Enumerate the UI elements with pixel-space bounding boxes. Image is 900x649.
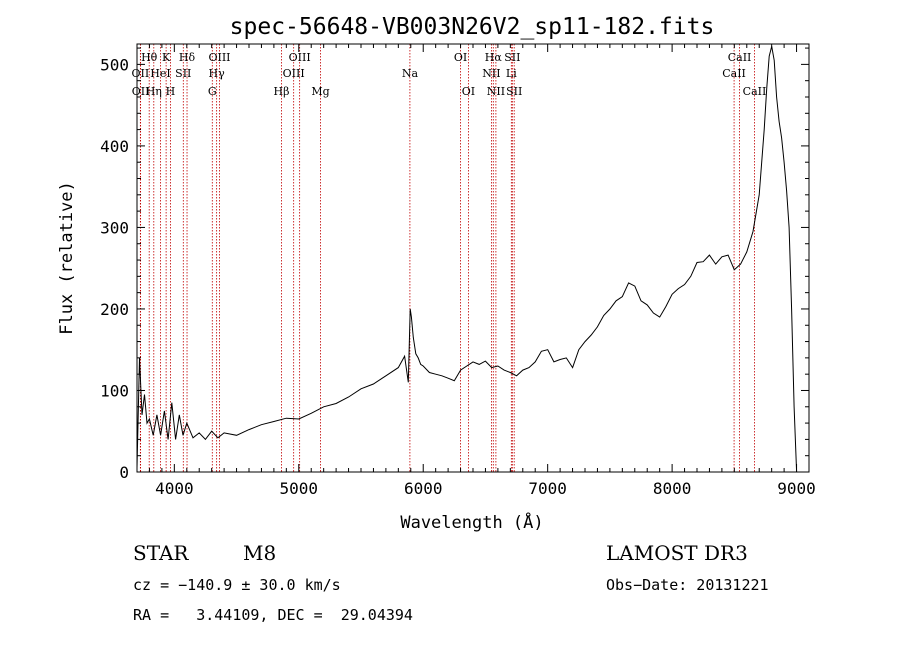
- x-tick-label: 5000: [280, 479, 319, 498]
- line-marker-label: OIII: [283, 67, 305, 80]
- line-marker-label: OI: [454, 51, 467, 64]
- line-marker-label: SII: [504, 51, 520, 64]
- line-marker-label: OII: [132, 67, 150, 80]
- line-marker-label: CaII: [722, 67, 746, 80]
- line-marker-label: Hβ: [274, 85, 290, 98]
- line-marker-label: Li: [506, 67, 517, 80]
- plot-frame: [136, 43, 810, 473]
- x-tick-label: 4000: [155, 479, 194, 498]
- chart-title: spec-56648-VB003N26V2_sp11-182.fits: [230, 14, 715, 40]
- spectrum-series-line: [136, 46, 798, 473]
- line-marker-label: G: [208, 85, 217, 98]
- object-class: STAR: [133, 541, 189, 565]
- line-marker-label: OIII: [289, 51, 311, 64]
- line-marker-label: Hγ: [209, 67, 226, 80]
- redshift-cz: cz = −140.9 ± 30.0 km/s: [133, 576, 341, 594]
- y-tick-label: 500: [100, 55, 129, 74]
- line-marker-label: NII: [482, 67, 500, 80]
- y-axis-ticks: 0 100 200 300 400 500: [100, 47, 809, 482]
- x-tick-label: 7000: [528, 479, 567, 498]
- object-subclass: M8: [243, 541, 276, 565]
- line-marker-label: OII: [132, 85, 150, 98]
- line-marker-label: Hδ: [179, 51, 196, 64]
- y-axis-label: Flux (relative): [57, 181, 77, 335]
- x-tick-label: 8000: [653, 479, 692, 498]
- x-tick-label: 6000: [404, 479, 443, 498]
- line-markers: [139, 44, 755, 472]
- line-marker-label: HeI: [150, 67, 170, 80]
- x-tick-label: 9000: [777, 479, 816, 498]
- line-marker-label: CaII: [743, 85, 767, 98]
- line-marker-label: NII: [487, 85, 505, 98]
- line-marker-label: Hθ: [141, 51, 158, 64]
- y-tick-label: 200: [100, 300, 129, 319]
- line-marker-label: OIII: [208, 51, 230, 64]
- line-marker-label: CaII: [728, 51, 752, 64]
- ra-dec: RA = 3.44109, DEC = 29.04394: [133, 606, 413, 624]
- y-tick-label: 100: [100, 381, 129, 400]
- survey-name: LAMOST DR3: [606, 541, 748, 565]
- line-marker-label: Mg: [311, 85, 329, 98]
- line-marker-label: SII: [506, 85, 522, 98]
- x-axis-label: Wavelength (Å): [400, 511, 543, 533]
- y-tick-label: 0: [119, 463, 129, 482]
- y-tick-label: 300: [100, 218, 129, 237]
- line-marker-label: SII: [175, 67, 191, 80]
- line-marker-label: OI: [462, 85, 475, 98]
- obs-date: Obs−Date: 20131221: [606, 576, 769, 594]
- y-tick-label: 400: [100, 137, 129, 156]
- line-marker-label: K: [162, 51, 171, 64]
- line-marker-label: Na: [402, 67, 419, 80]
- line-marker-label: Hη: [146, 85, 162, 98]
- line-marker-label: H: [166, 85, 176, 98]
- line-marker-label: Hα: [485, 51, 503, 64]
- x-axis-ticks: 4000 5000 6000 7000 8000 9000: [136, 44, 816, 498]
